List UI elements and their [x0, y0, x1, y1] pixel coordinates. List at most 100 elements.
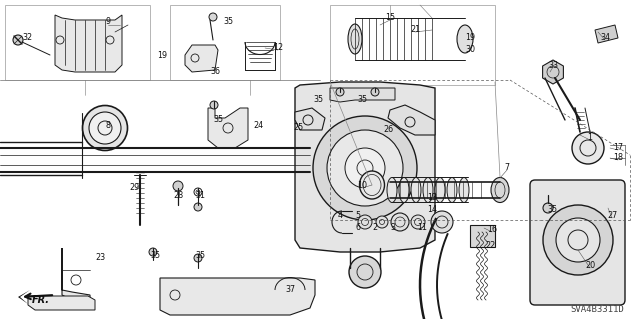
Circle shape	[210, 101, 218, 109]
Ellipse shape	[431, 211, 453, 233]
Text: 14: 14	[427, 205, 437, 214]
Circle shape	[313, 116, 417, 220]
Text: FR.: FR.	[32, 295, 50, 305]
Text: 24: 24	[253, 121, 263, 130]
Text: 6: 6	[355, 224, 360, 233]
Text: 29: 29	[130, 183, 140, 192]
Text: 2: 2	[372, 224, 378, 233]
Text: 36: 36	[210, 68, 220, 77]
Text: 35: 35	[223, 18, 233, 26]
Text: 34: 34	[600, 33, 610, 42]
Text: 33: 33	[548, 61, 558, 70]
Ellipse shape	[358, 215, 372, 229]
Text: 4: 4	[337, 211, 342, 219]
Polygon shape	[295, 108, 325, 130]
Polygon shape	[28, 295, 95, 310]
Ellipse shape	[302, 148, 318, 172]
Ellipse shape	[391, 213, 409, 231]
Circle shape	[336, 88, 344, 96]
Text: 1: 1	[588, 133, 593, 143]
Text: 16: 16	[487, 226, 497, 234]
Text: 18: 18	[613, 153, 623, 162]
Text: 37: 37	[285, 286, 295, 294]
Polygon shape	[388, 105, 435, 135]
Circle shape	[556, 218, 600, 262]
Ellipse shape	[457, 25, 473, 53]
Polygon shape	[160, 278, 315, 315]
Text: 35: 35	[150, 250, 160, 259]
Text: 3: 3	[390, 224, 396, 233]
Circle shape	[149, 248, 157, 256]
Text: 25: 25	[293, 123, 303, 132]
Circle shape	[194, 203, 202, 211]
Text: 5: 5	[355, 211, 360, 219]
Bar	[170, 5, 280, 80]
FancyBboxPatch shape	[530, 180, 625, 305]
Text: 26: 26	[383, 125, 393, 135]
Circle shape	[543, 205, 613, 275]
Ellipse shape	[447, 177, 457, 203]
Text: 32: 32	[22, 33, 32, 42]
Text: 35: 35	[195, 250, 205, 259]
Text: 11: 11	[417, 224, 427, 233]
Circle shape	[572, 132, 604, 164]
Polygon shape	[55, 15, 122, 72]
Circle shape	[345, 148, 385, 188]
Text: 35: 35	[213, 115, 223, 124]
Polygon shape	[330, 88, 395, 102]
Circle shape	[194, 254, 202, 262]
Text: 35: 35	[357, 95, 367, 105]
Polygon shape	[543, 60, 563, 84]
Circle shape	[371, 88, 379, 96]
Circle shape	[173, 181, 183, 191]
Ellipse shape	[89, 112, 121, 144]
Circle shape	[543, 203, 553, 213]
Polygon shape	[595, 25, 618, 43]
Ellipse shape	[491, 177, 509, 203]
Text: 35: 35	[313, 95, 323, 105]
Polygon shape	[295, 82, 435, 252]
Text: 20: 20	[585, 261, 595, 270]
Ellipse shape	[459, 177, 469, 203]
Ellipse shape	[423, 177, 433, 203]
Text: 28: 28	[173, 190, 183, 199]
Text: 17: 17	[613, 144, 623, 152]
Text: 19: 19	[157, 50, 167, 60]
Text: 23: 23	[95, 254, 105, 263]
Bar	[470, 225, 495, 247]
Text: 7: 7	[504, 164, 509, 173]
Bar	[330, 5, 495, 85]
Ellipse shape	[411, 177, 421, 203]
Ellipse shape	[376, 216, 388, 228]
Circle shape	[13, 35, 23, 45]
Text: 31: 31	[195, 190, 205, 199]
Text: 21: 21	[410, 26, 420, 34]
Text: SVA4B3311D: SVA4B3311D	[570, 306, 624, 315]
Ellipse shape	[83, 106, 127, 151]
Text: 30: 30	[465, 46, 475, 55]
Text: 27: 27	[607, 211, 617, 219]
Text: 8: 8	[106, 121, 111, 130]
Text: 12: 12	[273, 43, 283, 53]
Ellipse shape	[435, 177, 445, 203]
Ellipse shape	[399, 177, 409, 203]
Polygon shape	[208, 108, 248, 148]
Text: 35: 35	[547, 205, 557, 214]
Text: 9: 9	[106, 18, 111, 26]
Bar	[5, 5, 150, 80]
Text: 19: 19	[465, 33, 475, 42]
Text: 22: 22	[485, 241, 495, 249]
Circle shape	[349, 256, 381, 288]
Ellipse shape	[348, 24, 362, 54]
Polygon shape	[185, 45, 218, 72]
Text: 15: 15	[385, 13, 395, 23]
Ellipse shape	[387, 177, 397, 203]
Circle shape	[327, 130, 403, 206]
Ellipse shape	[360, 171, 385, 199]
Ellipse shape	[411, 215, 425, 229]
Text: 10: 10	[357, 181, 367, 189]
Polygon shape	[18, 290, 30, 304]
Polygon shape	[62, 248, 90, 300]
Text: 13: 13	[427, 194, 437, 203]
Circle shape	[209, 13, 217, 21]
